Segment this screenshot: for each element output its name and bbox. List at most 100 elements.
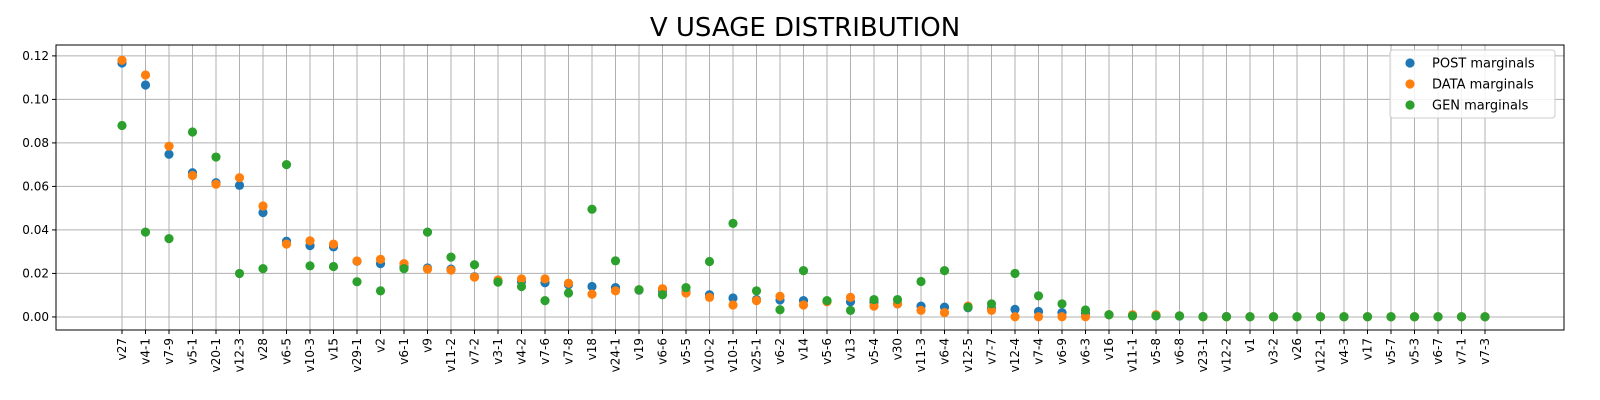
point-gen-v7-2 [469, 260, 480, 270]
x-tick-label: v12-4 [1008, 338, 1022, 372]
legend-label: GEN marginals [1432, 99, 1529, 114]
point-gen-v15 [328, 261, 339, 272]
point-gen-v3-2 [1268, 312, 1279, 322]
y-tick-label: 0.04 [22, 223, 49, 237]
x-tick-label: v5-4 [867, 338, 881, 365]
point-gen-v17 [1362, 312, 1373, 322]
y-tick-label: 0.00 [22, 310, 49, 324]
point-gen-v28 [258, 264, 268, 274]
point-data-v2 [375, 254, 386, 264]
y-axis: 0.00 0.02 0.04 0.06 0.08 0.10 0.12 [22, 49, 56, 324]
x-tick-label: v11-2 [444, 338, 458, 372]
x-tick-label: v7-7 [985, 338, 999, 365]
point-gen-v7-8 [563, 288, 574, 298]
point-gen-v6-8 [1174, 311, 1185, 321]
x-tick-label: v26 [1290, 338, 1304, 360]
point-data-v27 [117, 55, 127, 65]
x-tick-label: v12-2 [1220, 338, 1234, 372]
point-post-v12-4 [1010, 304, 1020, 314]
point-gen-v20-1 [211, 152, 221, 162]
x-tick-label: v7-1 [1455, 338, 1469, 365]
x-tick-label: v13 [844, 338, 858, 360]
point-data-v24-1 [610, 286, 621, 296]
x-tick-label: v7-4 [1032, 338, 1046, 365]
point-data-v12-4 [1010, 312, 1020, 322]
grid [56, 45, 1564, 330]
x-tick-label: v20-1 [209, 338, 223, 372]
point-gen-v12-5 [963, 302, 973, 312]
x-tick-label: v23-1 [1196, 338, 1210, 372]
point-gen-v4-2 [516, 281, 527, 292]
x-tick-label: v27 [115, 338, 129, 360]
point-gen-v6-6 [657, 290, 668, 300]
point-post-v4-1 [140, 80, 151, 90]
point-gen-v16 [1104, 310, 1114, 320]
x-tick-label: v10-1 [726, 338, 740, 372]
x-tick-label: v11-3 [914, 338, 928, 372]
point-gen-v7-3 [1480, 312, 1490, 322]
x-tick-label: v5-6 [820, 338, 834, 365]
x-tick-label: v30 [891, 338, 905, 360]
point-gen-v6-4 [939, 266, 950, 276]
point-data-v6-3 [1080, 312, 1091, 322]
point-post-v12-3 [234, 180, 245, 190]
point-data-v12-3 [234, 173, 245, 183]
x-tick-label: v7-6 [538, 338, 552, 365]
point-gen-v6-7 [1433, 312, 1443, 322]
x-tick-label: v11-1 [1126, 338, 1140, 372]
x-tick-label: v6-2 [773, 338, 787, 365]
point-data-v4-2 [516, 274, 527, 284]
x-tick-label: v24-1 [609, 338, 623, 372]
y-tick-label: 0.06 [22, 179, 49, 193]
point-gen-v27 [117, 120, 127, 131]
point-data-v11-3 [916, 305, 926, 316]
chart-title: V USAGE DISTRIBUTION [650, 13, 960, 43]
x-tick-label: v28 [256, 338, 270, 360]
legend-marker [1405, 58, 1415, 68]
x-tick-label: v25-1 [750, 338, 764, 372]
point-gen-v23-1 [1198, 312, 1208, 322]
point-gen-v12-3 [234, 268, 245, 279]
point-gen-v5-6 [822, 296, 832, 306]
point-gen-v6-9 [1057, 299, 1067, 309]
x-tick-label: v6-7 [1431, 338, 1445, 365]
point-gen-v4-1 [140, 227, 151, 237]
x-tick-label: v29-1 [350, 338, 364, 372]
point-data-v6-2 [775, 291, 785, 301]
point-data-v10-2 [704, 292, 715, 302]
x-tick-label: v4-2 [515, 338, 529, 365]
point-gen-v7-4 [1033, 291, 1044, 301]
x-tick-label: v18 [585, 338, 599, 360]
point-gen-v6-2 [775, 305, 785, 315]
point-gen-v10-3 [305, 261, 315, 271]
point-gen-v6-5 [281, 160, 292, 170]
x-tick-label: v10-2 [703, 338, 717, 372]
x-tick-label: v5-1 [186, 338, 200, 365]
point-data-v7-7 [986, 305, 997, 316]
x-tick-label: v5-3 [1408, 338, 1422, 365]
point-data-v6-5 [281, 239, 292, 249]
x-tick-label: v7-8 [562, 338, 576, 365]
point-gen-v5-3 [1409, 312, 1420, 322]
point-data-v6-9 [1057, 312, 1067, 322]
point-gen-v14 [798, 266, 809, 276]
point-data-v7-4 [1033, 312, 1044, 322]
point-data-v20-1 [211, 179, 221, 189]
point-gen-v24-1 [610, 256, 621, 266]
point-gen-v29-1 [352, 277, 362, 287]
point-data-v9 [422, 264, 433, 274]
legend-box [1389, 49, 1556, 119]
point-gen-v5-4 [869, 294, 879, 305]
point-data-v15 [328, 239, 339, 249]
x-tick-label: v12-5 [961, 338, 975, 372]
x-tick-label: v5-7 [1384, 338, 1398, 365]
point-data-v14 [798, 300, 809, 310]
x-tick-label: v9 [421, 338, 435, 353]
point-data-v28 [258, 201, 268, 211]
legend-label: POST marginals [1432, 57, 1535, 72]
point-gen-v2 [375, 286, 386, 296]
point-gen-v7-6 [540, 296, 550, 306]
point-data-v6-4 [939, 307, 950, 318]
point-gen-v12-2 [1221, 312, 1232, 322]
point-gen-v3-1 [493, 277, 503, 287]
